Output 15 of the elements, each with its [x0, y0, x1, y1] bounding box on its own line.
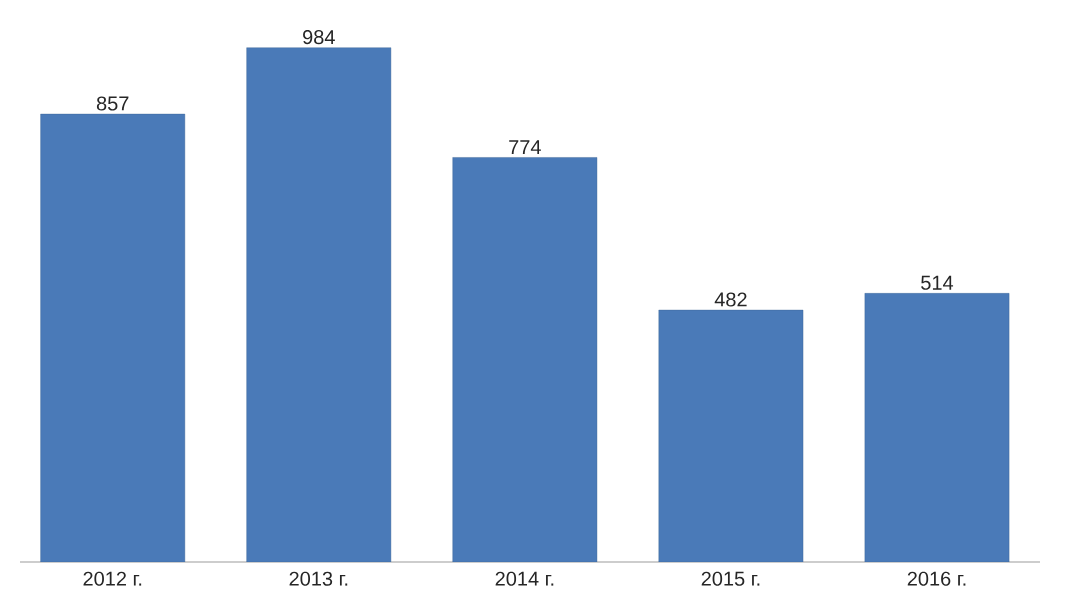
data-label: 482	[714, 292, 747, 307]
x-tick-label: 2015 г.	[701, 571, 760, 586]
bar	[452, 157, 598, 562]
data-label: 857	[96, 96, 129, 111]
x-tick-label: 2016 г.	[907, 571, 966, 586]
x-tick-label: 2013 г.	[289, 571, 348, 586]
bar	[658, 309, 804, 562]
data-label: 774	[509, 140, 541, 154]
bar	[246, 47, 392, 562]
x-tick-label: 2012 г.	[83, 571, 142, 586]
x-tick-label: 2014 г.	[495, 571, 554, 586]
data-label: 984	[303, 30, 335, 45]
data-label: 514	[921, 275, 954, 290]
bar	[864, 293, 1010, 562]
bar	[40, 113, 186, 562]
